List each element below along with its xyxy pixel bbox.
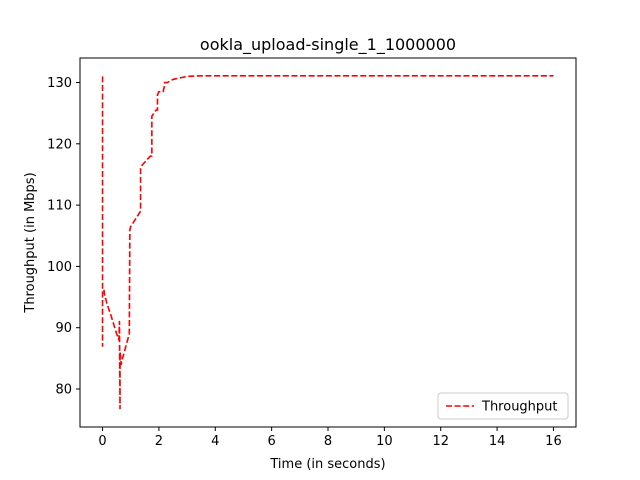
x-tick-label: 4 <box>211 434 219 449</box>
y-tick-label: 130 <box>47 76 72 91</box>
series-line <box>101 74 554 410</box>
y-tick-label: 80 <box>55 382 72 397</box>
y-tick-label: 90 <box>55 321 72 336</box>
series-group <box>101 74 554 410</box>
x-tick-label: 8 <box>324 434 332 449</box>
x-tick-label: 0 <box>98 434 106 449</box>
chart-title: ookla_upload-single_1_1000000 <box>200 35 456 55</box>
x-tick-label: 2 <box>155 434 163 449</box>
x-tick-label: 6 <box>267 434 275 449</box>
plot-frame <box>79 57 577 428</box>
y-axis-label: Throughput (in Mbps) <box>23 172 38 313</box>
legend-label: Throughput <box>481 400 558 415</box>
x-tick-label: 16 <box>545 434 562 449</box>
y-tick-label: 110 <box>47 199 72 214</box>
y-tick-label: 100 <box>47 260 72 275</box>
x-axis-label: Time (in seconds) <box>269 457 385 472</box>
x-ticks: 0 2 4 6 8 10 12 14 16 <box>98 427 562 449</box>
y-ticks: 80 90 100 110 120 130 <box>47 76 80 397</box>
x-tick-label: 14 <box>489 434 506 449</box>
legend: Throughput <box>437 392 569 420</box>
x-tick-label: 10 <box>376 434 393 449</box>
y-tick-label: 120 <box>47 137 72 152</box>
x-tick-label: 12 <box>432 434 449 449</box>
legend-box <box>437 392 569 420</box>
